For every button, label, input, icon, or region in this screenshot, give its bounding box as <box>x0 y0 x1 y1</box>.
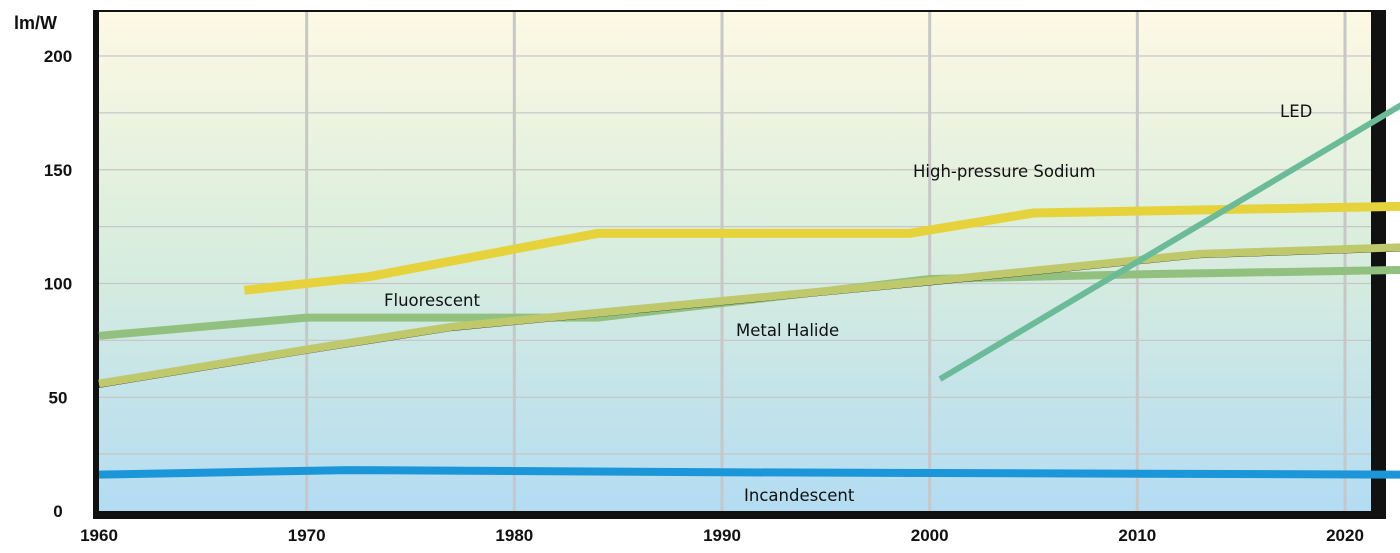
y-axis-tick-labels: 0 50 100 150 200 <box>44 47 72 521</box>
series-label-led: LED <box>1280 102 1312 121</box>
series-line-incandescent <box>98 466 1400 479</box>
x-tick-label-2000: 2000 <box>911 526 949 545</box>
x-tick-label-1980: 1980 <box>495 526 533 545</box>
series-label-metal-halide: Metal Halide <box>736 321 839 340</box>
plot-background <box>99 12 1371 511</box>
y-tick-label-100: 100 <box>44 275 72 294</box>
series-lines <box>98 102 1400 479</box>
x-tick-label-1960: 1960 <box>80 526 118 545</box>
x-tick-label-1990: 1990 <box>703 526 741 545</box>
y-tick-label-0: 0 <box>53 502 62 521</box>
x-axis-tick-labels: 1960 1970 1980 1990 2000 2010 2020 <box>80 526 1364 545</box>
y-tick-label-150: 150 <box>44 161 72 180</box>
horizontal-gridlines <box>99 55 1371 455</box>
series-label-incandescent: Incandescent <box>744 486 855 505</box>
series-label-high-pressure-sodium: High-pressure Sodium <box>913 162 1096 181</box>
series-label-fluorescent: Fluorescent <box>384 291 480 310</box>
vertical-gridlines <box>305 12 1347 511</box>
x-tick-label-1970: 1970 <box>288 526 326 545</box>
series-line-high-pressure-sodium <box>243 201 1400 295</box>
series-line-metal-halide <box>98 243 1400 388</box>
series-line-led <box>938 102 1400 382</box>
y-tick-label-200: 200 <box>44 47 72 66</box>
y-tick-label-50: 50 <box>49 388 68 407</box>
x-tick-label-2020: 2020 <box>1326 526 1364 545</box>
x-tick-label-2010: 2010 <box>1118 526 1156 545</box>
y-axis-label: lm/W <box>14 13 57 33</box>
